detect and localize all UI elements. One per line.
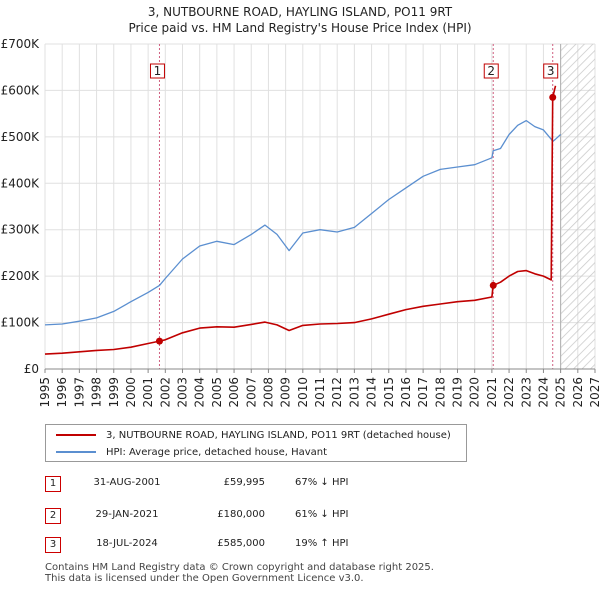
sale-badge-box [543, 63, 559, 79]
chart-axes: £0 £100K £200K £300K £400K £500K £600K £700K 199… [1, 37, 600, 408]
transaction-hpi-diff: 67% ↓ HPI [295, 477, 349, 488]
sale-badge-label: 3 [547, 64, 555, 78]
legend-label-property: 3, NUTBOURNE ROAD, HAYLING ISLAND, PO11 … [106, 429, 451, 441]
x-tick-label: 2012 [330, 377, 344, 408]
x-tick-label: 2011 [313, 377, 327, 408]
x-tick-label: 2008 [261, 377, 275, 408]
chart-title-line-2: Price paid vs. HM Land Registry's House … [128, 21, 472, 35]
transaction-badge: 2 [45, 508, 61, 524]
transaction-row: 3 18-JUL-2024 £585,000 19% ↑ HPI [45, 537, 405, 555]
x-tick-label: 1998 [90, 377, 104, 408]
y-tick-label: £600K [1, 83, 41, 97]
x-tick-label: 2019 [451, 377, 465, 408]
transaction-date: 31-AUG-2001 [93, 477, 161, 488]
x-tick-label: 2014 [365, 377, 379, 408]
x-tick-label: 2023 [519, 377, 533, 408]
forecast-hatch [560, 44, 595, 369]
x-tick-label: 2026 [571, 377, 585, 408]
transaction-date: 29-JAN-2021 [95, 509, 159, 520]
y-tick-label: £500K [1, 130, 41, 144]
legend-swatch-property [56, 434, 96, 436]
legend-swatch-hpi [56, 451, 96, 453]
y-tick-label: £700K [1, 37, 41, 51]
x-tick-label: 2004 [193, 377, 207, 408]
legend-label-hpi: HPI: Average price, detached house, Hava… [106, 446, 328, 458]
attribution-footer: Contains HM Land Registry data © Crown c… [45, 562, 434, 584]
sale-badge-box [149, 63, 165, 79]
chart-legend: 3, NUTBOURNE ROAD, HAYLING ISLAND, PO11 … [45, 424, 467, 462]
forecast-region [560, 44, 595, 369]
sale-point [489, 281, 497, 289]
transaction-date: 18-JUL-2024 [96, 538, 158, 549]
sale-badge-box [483, 63, 499, 79]
transaction-badge: 3 [45, 537, 61, 553]
x-tick-label: 2022 [502, 377, 516, 408]
chart-title: 3, NUTBOURNE ROAD, HAYLING ISLAND, PO11 … [0, 4, 600, 36]
sale-badge-label: 1 [154, 64, 162, 78]
y-tick-label: £300K [1, 223, 41, 237]
series-line-hpi [44, 119, 562, 326]
chart-grid [44, 43, 596, 370]
x-tick-label: 2002 [158, 377, 172, 408]
price-chart: 1 2 3 £0 £100K £200K £300K £400K £500K £600K £700… [1, 37, 600, 408]
x-tick-label: 2009 [279, 377, 293, 408]
x-tick-label: 2017 [416, 377, 430, 408]
chart-title-line-1: 3, NUTBOURNE ROAD, HAYLING ISLAND, PO11 … [147, 5, 453, 19]
attribution-line-2: This data is licensed under the Open Gov… [45, 573, 364, 584]
x-tick-label: 2021 [485, 377, 499, 408]
sale-point [549, 93, 557, 101]
sale-badges: 1 2 3 [149, 63, 559, 79]
transaction-price: £180,000 [217, 509, 265, 520]
x-tick-label: 1995 [38, 377, 52, 408]
transaction-row: 1 31-AUG-2001 £59,995 67% ↓ HPI [45, 476, 405, 494]
x-tick-label: 2003 [176, 377, 190, 408]
y-tick-label: £200K [1, 269, 41, 283]
x-tick-label: 1999 [107, 377, 121, 408]
attribution-line-1: Contains HM Land Registry data © Crown c… [45, 562, 434, 573]
x-tick-label: 2016 [399, 377, 413, 408]
x-tick-label: 2020 [468, 377, 482, 408]
x-tick-label: 2007 [244, 377, 258, 408]
x-tick-label: 2006 [227, 377, 241, 408]
x-tick-label: 2025 [554, 377, 568, 408]
legend-item-hpi: HPI: Average price, detached house, Hava… [56, 444, 327, 460]
sale-points [155, 93, 557, 345]
transaction-price: £585,000 [217, 538, 265, 549]
x-tick-label: 1996 [55, 377, 69, 408]
transaction-row: 2 29-JAN-2021 £180,000 61% ↓ HPI [45, 508, 405, 526]
y-tick-label: £0 [24, 362, 39, 376]
x-tick-label: 1997 [72, 377, 86, 408]
sale-badge-label: 2 [487, 64, 495, 78]
x-tick-label: 2013 [347, 377, 361, 408]
series-line-property [44, 85, 557, 355]
x-tick-label: 2010 [296, 377, 310, 408]
transaction-hpi-diff: 19% ↑ HPI [295, 538, 349, 549]
x-tick-label: 2015 [382, 377, 396, 408]
chart-series [44, 85, 562, 355]
transaction-badge: 1 [45, 476, 61, 492]
y-tick-label: £100K [1, 316, 41, 330]
x-tick-label: 2027 [588, 377, 600, 408]
x-tick-label: 2024 [536, 377, 550, 408]
x-tick-label: 2000 [124, 377, 138, 408]
legend-item-property: 3, NUTBOURNE ROAD, HAYLING ISLAND, PO11 … [56, 427, 451, 443]
x-tick-label: 2001 [141, 377, 155, 408]
x-tick-label: 2005 [210, 377, 224, 408]
transaction-price: £59,995 [223, 477, 265, 488]
transaction-hpi-diff: 61% ↓ HPI [295, 509, 349, 520]
sale-point [155, 337, 163, 345]
x-tick-label: 2018 [433, 377, 447, 408]
y-tick-label: £400K [1, 176, 41, 190]
